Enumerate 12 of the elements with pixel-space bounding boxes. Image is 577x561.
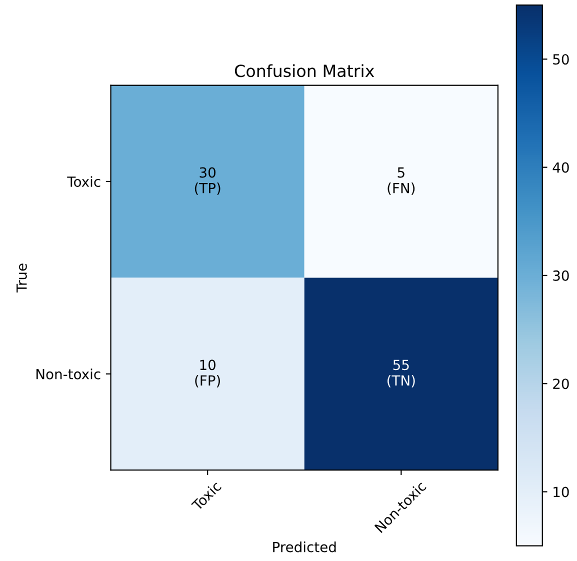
chart-title: Confusion Matrix	[234, 64, 374, 78]
color-bar-label: 30	[553, 270, 569, 281]
data-label: 55 (TN)	[387, 360, 415, 388]
x-axis-title: Predicted	[273, 542, 336, 552]
color-bar-label: 50	[553, 54, 569, 65]
data-label: 5 (FN)	[388, 167, 415, 195]
color-bar-label: 20	[553, 378, 569, 390]
color-bar-label: 40	[552, 162, 569, 173]
y-axis-title: True	[16, 264, 27, 292]
color-bar-label: 10	[554, 486, 569, 498]
data-label: 10 (FP)	[195, 360, 220, 388]
data-label: 30 (TP)	[194, 167, 220, 195]
